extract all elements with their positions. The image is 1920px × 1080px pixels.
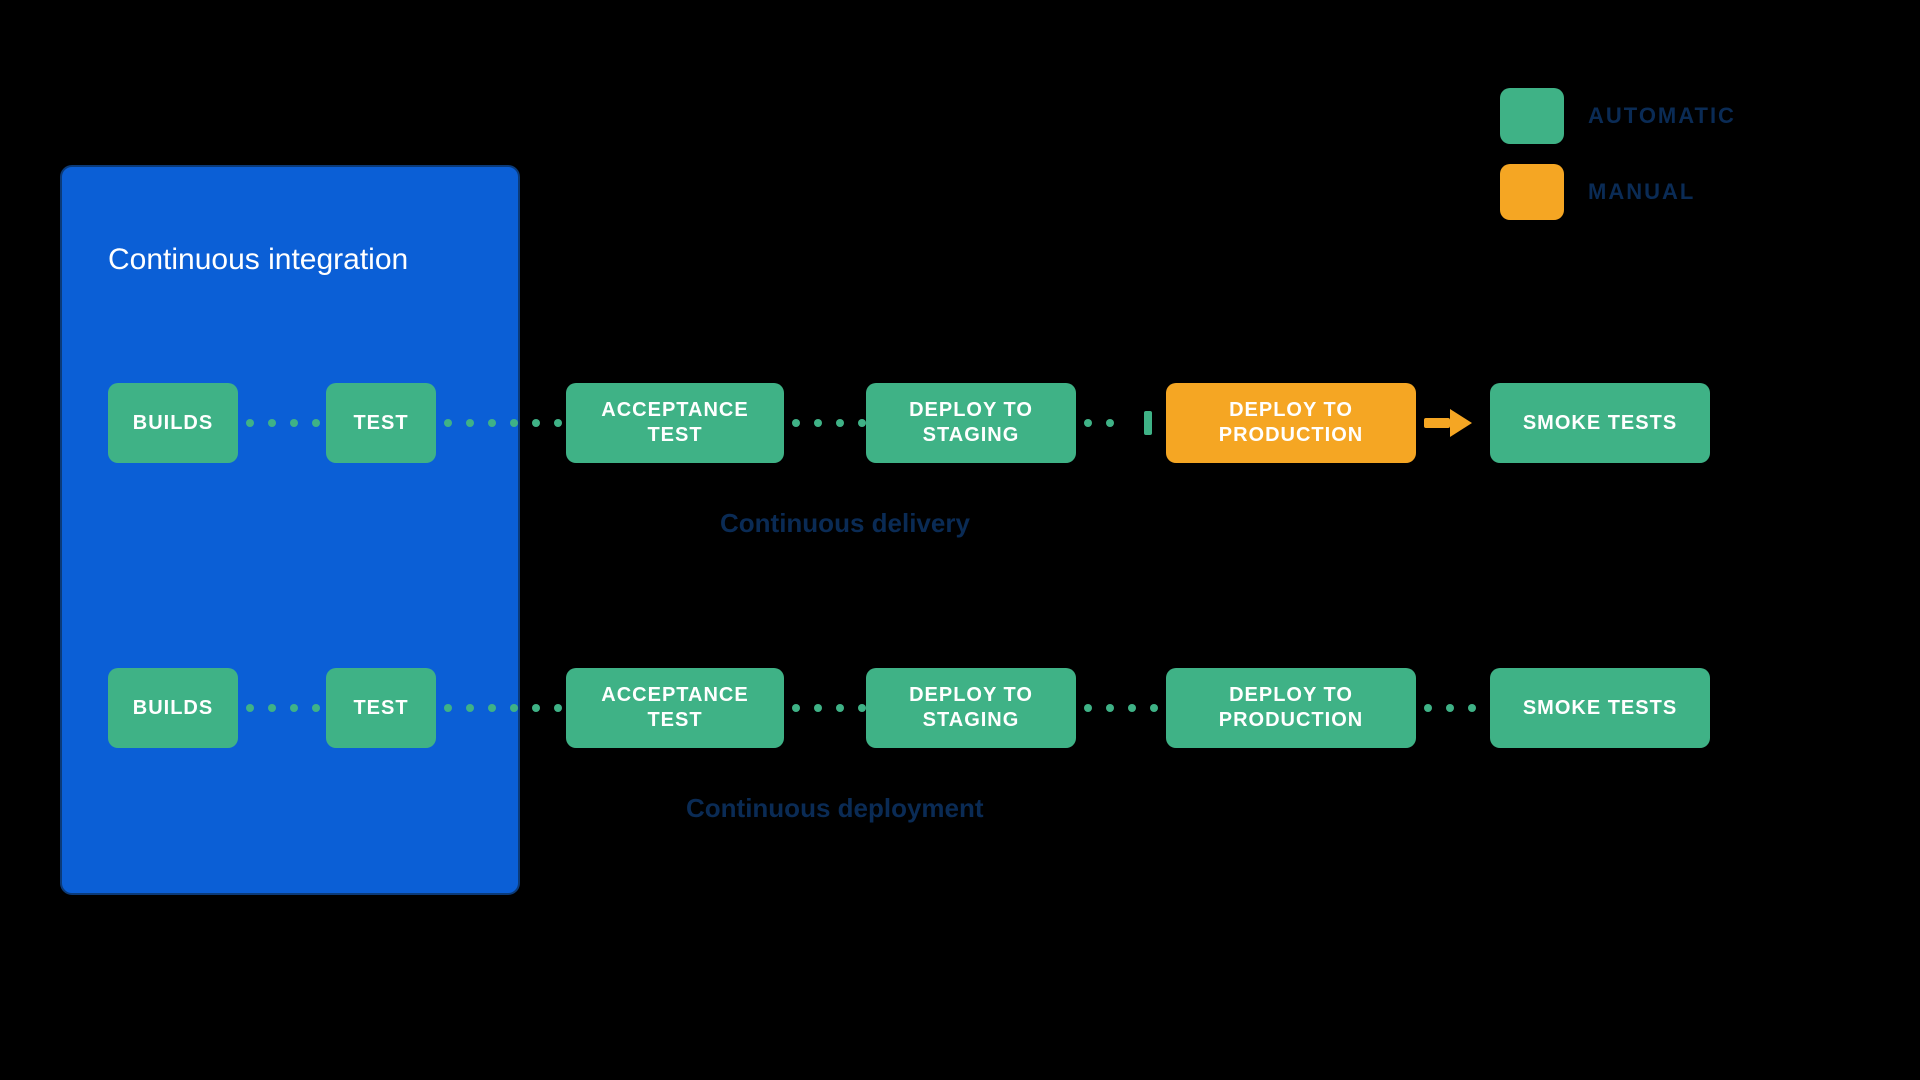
connector-dots bbox=[792, 419, 866, 427]
connector-dots bbox=[444, 704, 562, 712]
legend-item-manual: MANUAL bbox=[1500, 164, 1736, 220]
connector-dots bbox=[1084, 419, 1114, 427]
stage-deploy-staging: DEPLOY TO STAGING bbox=[866, 668, 1076, 748]
connector-dots bbox=[792, 704, 866, 712]
stage-smoke-tests: SMOKE TESTS bbox=[1490, 668, 1710, 748]
stage-test: TEST bbox=[326, 383, 436, 463]
connector-dots bbox=[444, 419, 562, 427]
ci-panel-title: Continuous integration bbox=[108, 243, 408, 277]
legend: AUTOMATIC MANUAL bbox=[1500, 88, 1736, 220]
stage-builds: BUILDS bbox=[108, 668, 238, 748]
connector-dots bbox=[1084, 704, 1158, 712]
stage-acceptance-test: ACCEPTANCE TEST bbox=[566, 383, 784, 463]
stage-deploy-staging: DEPLOY TO STAGING bbox=[866, 383, 1076, 463]
legend-swatch bbox=[1500, 88, 1564, 144]
legend-label: MANUAL bbox=[1588, 179, 1695, 205]
row-label: Continuous delivery bbox=[720, 508, 970, 539]
stage-deploy-production: DEPLOY TO PRODUCTION bbox=[1166, 383, 1416, 463]
stage-acceptance-test: ACCEPTANCE TEST bbox=[566, 668, 784, 748]
connector-dots bbox=[246, 419, 320, 427]
row-label: Continuous deployment bbox=[686, 793, 984, 824]
stage-smoke-tests: SMOKE TESTS bbox=[1490, 383, 1710, 463]
stage-test: TEST bbox=[326, 668, 436, 748]
connector-arrow bbox=[1424, 409, 1472, 437]
connector-dots bbox=[246, 704, 320, 712]
connector-bar bbox=[1144, 411, 1152, 435]
diagram-canvas: AUTOMATIC MANUAL Continuous integration B… bbox=[0, 0, 1920, 1080]
legend-item-automatic: AUTOMATIC bbox=[1500, 88, 1736, 144]
connector-dots bbox=[1424, 704, 1476, 712]
legend-label: AUTOMATIC bbox=[1588, 103, 1736, 129]
stage-builds: BUILDS bbox=[108, 383, 238, 463]
legend-swatch bbox=[1500, 164, 1564, 220]
stage-deploy-production: DEPLOY TO PRODUCTION bbox=[1166, 668, 1416, 748]
